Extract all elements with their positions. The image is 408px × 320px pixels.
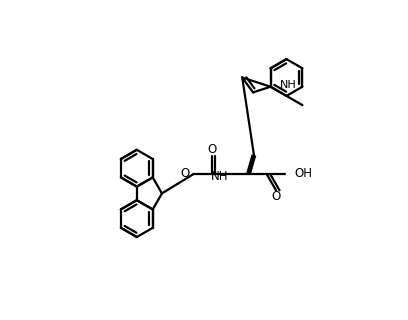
Text: O: O	[272, 190, 281, 203]
Text: O: O	[207, 143, 217, 156]
Text: NH: NH	[279, 80, 296, 90]
Text: O: O	[180, 167, 189, 180]
Text: OH: OH	[295, 167, 313, 180]
Text: NH: NH	[211, 170, 228, 183]
